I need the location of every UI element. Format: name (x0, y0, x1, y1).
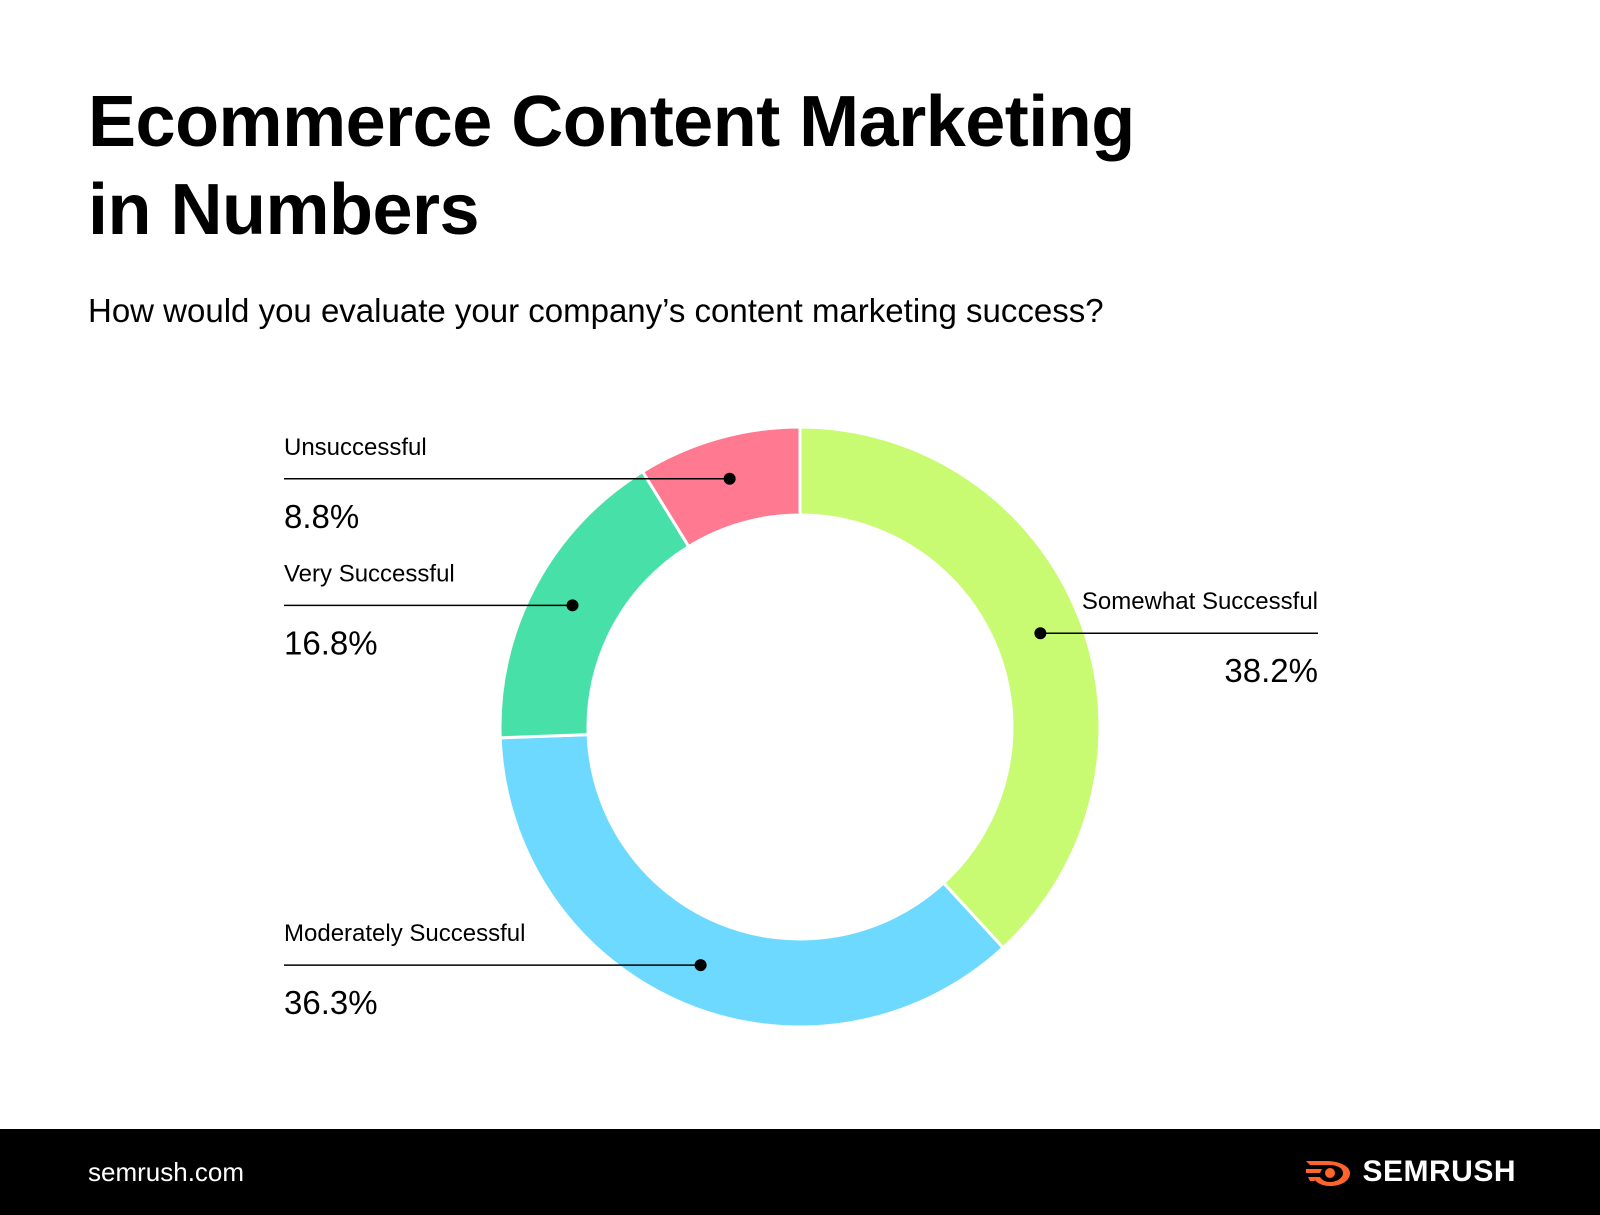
slice-value: 8.8% (284, 498, 359, 535)
footer-bar: semrush.com SEMRUSH (0, 1129, 1600, 1215)
slice-value: 36.3% (284, 984, 378, 1021)
callout-dot (723, 472, 736, 485)
callout-dot (1034, 627, 1047, 640)
callout-somewhat-successful: Somewhat Successful 38.2% (1034, 588, 1318, 689)
slice-label: Unsuccessful (284, 434, 427, 461)
chart-subtitle: How would you evaluate your company’s co… (88, 292, 1104, 329)
donut-chart: Somewhat Successful 38.2% Moderately Succe… (284, 425, 1318, 1029)
callout-dot (566, 599, 579, 612)
semrush-logo: SEMRUSH (1304, 1151, 1516, 1193)
semrush-flame-icon (1306, 1161, 1351, 1186)
slice-label: Somewhat Successful (1082, 588, 1318, 615)
callout-unsuccessful: Unsuccessful 8.8% (284, 434, 736, 535)
callout-dot (694, 959, 707, 972)
slice-moderately-successful (498, 733, 1006, 1029)
donut-callouts: Somewhat Successful 38.2% Moderately Succe… (284, 434, 1318, 1021)
chart-title: Ecommerce Content Marketing in Numbers (88, 78, 1388, 254)
slice-value: 38.2% (1224, 652, 1318, 689)
footer-url[interactable]: semrush.com (88, 1157, 245, 1187)
slice-unsuccessful (640, 425, 802, 549)
chart-title-line-2: in Numbers (88, 170, 480, 250)
callout-moderately-successful: Moderately Successful 36.3% (284, 920, 707, 1021)
slice-somewhat-successful (798, 425, 1102, 950)
slice-label: Moderately Successful (284, 920, 525, 947)
slice-value: 16.8% (284, 624, 378, 661)
donut-slices (498, 425, 1102, 1029)
brand-name: SEMRUSH (1362, 1155, 1516, 1188)
slice-label: Very Successful (284, 560, 455, 587)
chart-title-line-1: Ecommerce Content Marketing (88, 82, 1135, 162)
callout-very-successful: Very Successful 16.8% (284, 560, 579, 661)
